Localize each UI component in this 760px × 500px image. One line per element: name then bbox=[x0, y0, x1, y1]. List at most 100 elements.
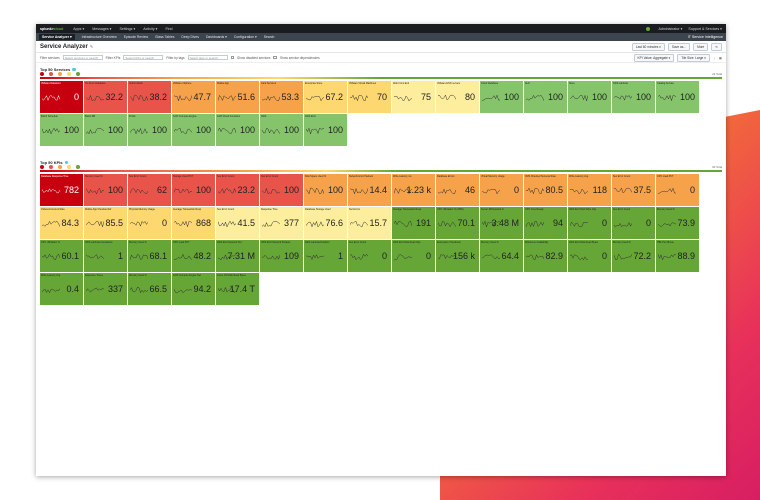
tile[interactable]: Enterprise Store 67.2 bbox=[304, 81, 347, 113]
show-dependencies-checkbox[interactable] bbox=[273, 55, 277, 60]
tile-size-dropdown[interactable]: Tile Size: Large ▾ bbox=[677, 53, 710, 62]
tile[interactable]: Memory Used % 100 bbox=[84, 174, 127, 206]
tile[interactable]: AWS Lambda 100 bbox=[612, 81, 655, 113]
tile[interactable]: Average Transaction Resp 191 bbox=[392, 207, 435, 239]
tile[interactable]: Webserver Availability 82.9 bbox=[524, 240, 567, 272]
tile[interactable]: Database Storage Used 76.6 bbox=[304, 207, 347, 239]
menu-messages[interactable]: Messages ▾ bbox=[92, 26, 112, 31]
tile[interactable]: Write Latency Avg 0.4 bbox=[40, 273, 83, 305]
tile[interactable]: Store 100 bbox=[568, 81, 611, 113]
tile[interactable]: Batch Schedule 100 bbox=[40, 114, 83, 146]
nav-search[interactable]: Search bbox=[263, 35, 275, 39]
user-menu[interactable]: Administrator ▾ bbox=[658, 26, 683, 31]
filter-kpis-input[interactable]: Select KPIs or search bbox=[123, 55, 164, 60]
tile[interactable]: CPU Core Ready 94 bbox=[524, 207, 567, 239]
tile[interactable]: VMS Checked Success Rate 80.5 bbox=[524, 174, 567, 206]
edit-pencil-icon[interactable]: ✎ bbox=[89, 44, 94, 49]
tile[interactable]: Cloud Database 100 bbox=[480, 81, 523, 113]
tile[interactable]: Batch RB 100 bbox=[84, 114, 127, 146]
tile[interactable]: Memory Used % 73.9 bbox=[656, 207, 699, 239]
tile[interactable]: AWS EC2 Disk Read Bytes 0 bbox=[568, 240, 611, 272]
refresh-icon[interactable]: ↻ bbox=[711, 42, 722, 51]
tile[interactable]: Mobile App 51.6 bbox=[216, 81, 259, 113]
tile[interactable]: Average Transaction Resp 868 bbox=[172, 207, 215, 239]
tile[interactable]: Disk Space Used % 100 bbox=[304, 174, 347, 206]
more-button[interactable]: More bbox=[693, 42, 709, 51]
menu-activity[interactable]: Activity ▾ bbox=[143, 26, 158, 31]
list-view-icon[interactable]: ⋮ bbox=[712, 55, 716, 60]
tile[interactable]: GCP Compute Engine 100 bbox=[172, 114, 215, 146]
save-as-button[interactable]: Save as... bbox=[667, 42, 691, 51]
tile[interactable]: CPU Load PCT 0 bbox=[656, 174, 699, 206]
nav-glass-tables[interactable]: Glass Tables bbox=[155, 35, 175, 39]
tile[interactable]: Sev Error Count 0 bbox=[348, 240, 391, 272]
tile[interactable]: Catalog Service 100 bbox=[656, 81, 699, 113]
show-disabled-checkbox[interactable] bbox=[230, 55, 235, 60]
kpi-aggregate-dropdown[interactable]: KPI Value: Aggregate ▾ bbox=[633, 53, 675, 62]
tile[interactable]: AWS EC2 Network Packets 109 bbox=[260, 240, 303, 272]
nav-configuration[interactable]: Configuration ▾ bbox=[233, 35, 257, 39]
tile[interactable]: AWS 100 bbox=[260, 114, 303, 146]
tile[interactable]: Server Mil Network In 3.48 M bbox=[480, 207, 523, 239]
tile[interactable]: HBL Per Minute 88.9 bbox=[656, 240, 699, 272]
tile[interactable]: Memory Used % 68.1 bbox=[128, 240, 171, 272]
tile[interactable]: Azure VM Disk Read Bytes 17.4 T bbox=[216, 273, 259, 305]
tile[interactable]: Sev Error Count 23.2 bbox=[216, 174, 259, 206]
tile[interactable]: Mobile App Checkout Err 85.5 bbox=[84, 207, 127, 239]
filter-tags-input[interactable]: Select tags or search bbox=[187, 55, 228, 60]
tile[interactable]: AWS EC2 Disk Write Ops 0 bbox=[568, 207, 611, 239]
nav-infrastructure-overview[interactable]: Infrastructure Overview bbox=[81, 35, 117, 39]
tile[interactable]: Database Response Time 782 bbox=[40, 174, 83, 206]
time-range-picker[interactable]: Last 60 minutes ▾ bbox=[631, 42, 665, 51]
nav-service-analyzer[interactable]: Service Analyzer ▾ bbox=[39, 34, 75, 40]
tile[interactable]: Memory Used % 66.5 bbox=[128, 273, 171, 305]
tile[interactable]: VMware vSphere 47.7 bbox=[172, 81, 215, 113]
tile[interactable]: Memory Used % 72.2 bbox=[612, 240, 655, 272]
tile[interactable]: AWS EC2 Network Out 7.31 M bbox=[216, 240, 259, 272]
tile[interactable]: AWS Lambda Invocations 1 bbox=[84, 240, 127, 272]
menu-find[interactable]: Find bbox=[165, 26, 173, 31]
tile[interactable]: VMware ESXi servers 80 bbox=[436, 81, 479, 113]
tile[interactable]: Card Services 53.3 bbox=[260, 81, 303, 113]
tile[interactable]: AWS Lambda Duration 1 bbox=[304, 240, 347, 272]
support-menu[interactable]: Support & Services ▾ bbox=[688, 26, 722, 31]
tile[interactable]: Sev Error Count 41.5 bbox=[216, 207, 259, 239]
splunk-logo[interactable]: splunk>cloud bbox=[40, 26, 64, 31]
tile[interactable]: Net Errors 15.7 bbox=[348, 207, 391, 239]
filter-services-input[interactable]: Select services or search bbox=[62, 55, 103, 60]
tile[interactable]: Storage Used PCT 100 bbox=[172, 174, 215, 206]
tile[interactable]: Virtual Memory Usage 0 bbox=[480, 174, 523, 206]
tile[interactable]: CPU Load PCT 48.2 bbox=[172, 240, 215, 272]
nav-dashboards[interactable]: Dashboards ▾ bbox=[205, 35, 227, 39]
menu-settings[interactable]: Settings ▾ bbox=[119, 26, 136, 31]
tile[interactable]: Database Errors 46 bbox=[436, 174, 479, 206]
nav-episode-review[interactable]: Episode Review bbox=[123, 35, 149, 39]
info-icon[interactable] bbox=[72, 67, 76, 72]
tile[interactable]: AWS EC2 100 bbox=[304, 114, 347, 146]
tile[interactable]: CPU Utilization % (AWS) 70.1 bbox=[436, 207, 479, 239]
tile[interactable]: Ordered Account Rate 84.3 bbox=[40, 207, 83, 239]
tile[interactable]: Authorization 38.2 bbox=[128, 81, 171, 113]
tile[interactable]: VMware Datastore 0 bbox=[40, 81, 83, 113]
tile[interactable]: Sev Error Count 100 bbox=[260, 174, 303, 206]
tile[interactable]: Ecosystem Checkouts 156 k bbox=[436, 240, 479, 272]
tile-view-icon[interactable]: ▦ bbox=[718, 55, 722, 60]
tile[interactable]: Response Time 377 bbox=[260, 207, 303, 239]
tile[interactable]: Memory Used % 64.4 bbox=[480, 240, 523, 272]
tile[interactable]: Write Latency ms 1.23 k bbox=[392, 174, 435, 206]
tile[interactable]: CPU Utilization % 60.1 bbox=[40, 240, 83, 272]
info-icon[interactable] bbox=[64, 160, 69, 165]
tile[interactable]: Response Times 337 bbox=[84, 273, 127, 305]
nav-deep-dives[interactable]: Deep Dives bbox=[181, 35, 199, 39]
tile[interactable]: Sev Error Count 62 bbox=[128, 174, 171, 206]
tile[interactable]: SLO 100 bbox=[524, 81, 567, 113]
tile[interactable]: Physical Memory Usage 0 bbox=[128, 207, 171, 239]
tile[interactable]: GCP Cloud Functions 100 bbox=[216, 114, 259, 146]
tile[interactable]: Network Error Packets 14.4 bbox=[348, 174, 391, 206]
tile[interactable]: VMware Virtual Machines 70 bbox=[348, 81, 391, 113]
menu-apps[interactable]: Apps ▾ bbox=[73, 26, 85, 31]
tile[interactable]: Sev Error Count 37.5 bbox=[612, 174, 655, 206]
tile[interactable]: On-Prem Database 32.2 bbox=[84, 81, 127, 113]
tile[interactable]: AWS EC2 Disk Read Ops 0 bbox=[392, 240, 435, 272]
tile[interactable]: Sev Error Count 0 bbox=[612, 207, 655, 239]
